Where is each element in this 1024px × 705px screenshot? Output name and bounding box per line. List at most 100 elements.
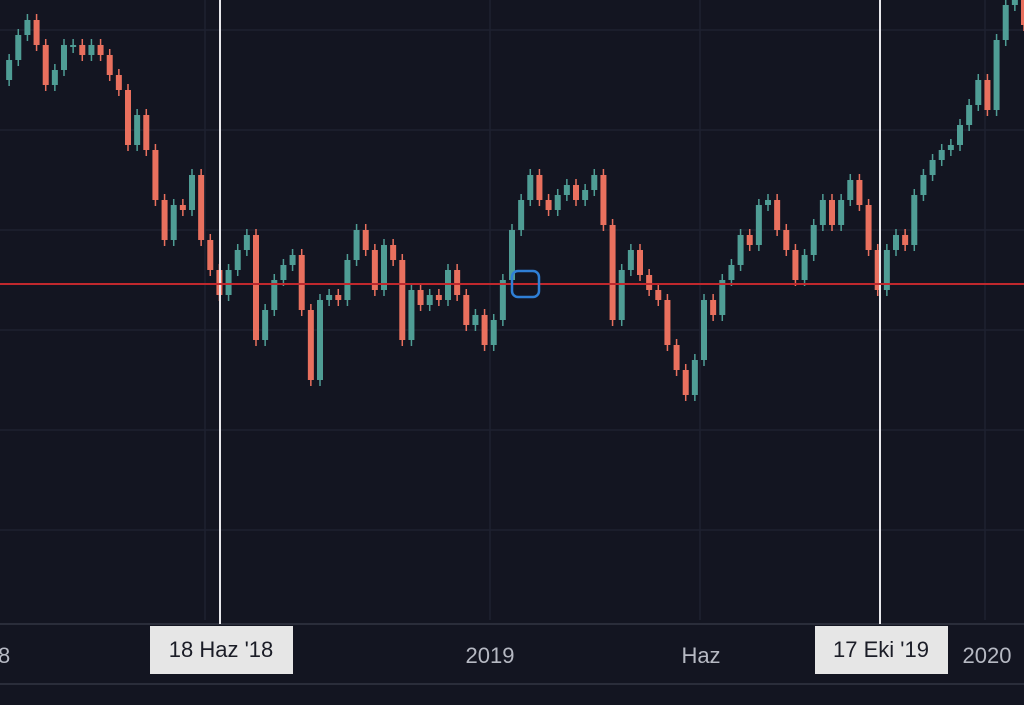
candle-body (737, 235, 744, 265)
candle-body (993, 40, 1000, 110)
crosshair-label-box: 18 Haz '18 17 Eki '19 (150, 626, 948, 674)
candle-body (170, 205, 177, 240)
candle-body (600, 175, 607, 225)
candle-body (810, 225, 817, 255)
candle-body (271, 280, 278, 310)
candle-body (344, 260, 351, 300)
candle-body (408, 290, 415, 340)
candle-body (947, 145, 954, 150)
candle-body (417, 290, 424, 305)
candle-body (646, 275, 653, 290)
candle-body (399, 260, 406, 340)
x-label: 2019 (466, 643, 515, 668)
candle-body (865, 205, 872, 250)
candle-body (554, 195, 561, 210)
candle-body (179, 205, 186, 210)
candle-body (774, 200, 781, 230)
candle-body (1011, 0, 1018, 5)
candle-body (326, 295, 333, 300)
candle-body (234, 250, 241, 270)
candle-body (490, 320, 497, 345)
candle-body (783, 230, 790, 250)
candle-body (307, 310, 314, 380)
candle-body (527, 175, 534, 200)
candle-body (115, 75, 122, 90)
candle-body (710, 300, 717, 315)
candle-body (701, 300, 707, 360)
candle-body (207, 240, 214, 270)
candle-body (847, 180, 854, 200)
candle-body (1021, 0, 1024, 25)
candle-body (792, 250, 799, 280)
candle-body (1002, 5, 1009, 40)
crosshair-label: 17 Eki '19 (833, 637, 929, 662)
candle-body (984, 80, 991, 110)
candle-body (545, 200, 552, 210)
candle-body (51, 70, 58, 85)
candle-body (42, 45, 49, 85)
candle-body (454, 270, 461, 295)
candle-body (801, 255, 808, 280)
candle-body (335, 295, 342, 300)
candle-body (189, 175, 195, 210)
candle-body (6, 60, 13, 80)
candle-body (61, 45, 67, 70)
candle-body (911, 195, 918, 245)
candle-body (929, 160, 936, 175)
candle-body (298, 255, 305, 310)
candle-body (637, 250, 643, 275)
candle-body (518, 200, 525, 230)
candle-body (106, 55, 113, 75)
candle-body (15, 35, 22, 60)
candle-body (79, 45, 86, 55)
candle-body (655, 290, 662, 300)
candle-body (134, 115, 141, 145)
candle-body (243, 235, 250, 250)
candle-body (280, 265, 287, 280)
label-box (150, 626, 293, 674)
candle-body (536, 175, 543, 200)
candle-body (975, 80, 982, 105)
candle-body (33, 20, 40, 45)
candle-body (289, 255, 296, 265)
candle-body (472, 315, 479, 325)
candle-body (746, 235, 753, 245)
candle-body (70, 45, 77, 47)
candle-body (225, 270, 232, 295)
x-label: Haz (681, 643, 720, 668)
candle-body (509, 230, 515, 280)
candle-body (317, 300, 323, 380)
candle-body (499, 280, 506, 320)
candle-body (664, 300, 671, 345)
candle-body (426, 295, 433, 305)
candle-body (765, 200, 771, 205)
candle-body (591, 175, 598, 190)
candle-body (819, 200, 826, 225)
candle-body (125, 90, 131, 145)
candle-body (682, 370, 689, 395)
candle-body (618, 270, 625, 320)
x-label: 2020 (963, 643, 1012, 668)
candle-body (262, 310, 269, 340)
candle-body (24, 20, 31, 35)
candle-body (966, 105, 973, 125)
candle-body (88, 45, 95, 55)
candle-body (957, 125, 963, 145)
candle-body (198, 175, 205, 240)
candle-body (838, 200, 845, 225)
candle-body (728, 265, 735, 280)
candle-body (719, 280, 726, 315)
candle-body (893, 235, 899, 250)
candle-body (573, 185, 579, 200)
candle-body (253, 235, 259, 340)
candle-body (390, 245, 397, 260)
candle-body (883, 250, 890, 290)
candle-body (563, 185, 570, 195)
candle-body (143, 115, 150, 150)
candle-body (902, 235, 909, 245)
candle-body (691, 360, 698, 395)
candle-body (481, 315, 488, 345)
candle-body (463, 295, 470, 325)
